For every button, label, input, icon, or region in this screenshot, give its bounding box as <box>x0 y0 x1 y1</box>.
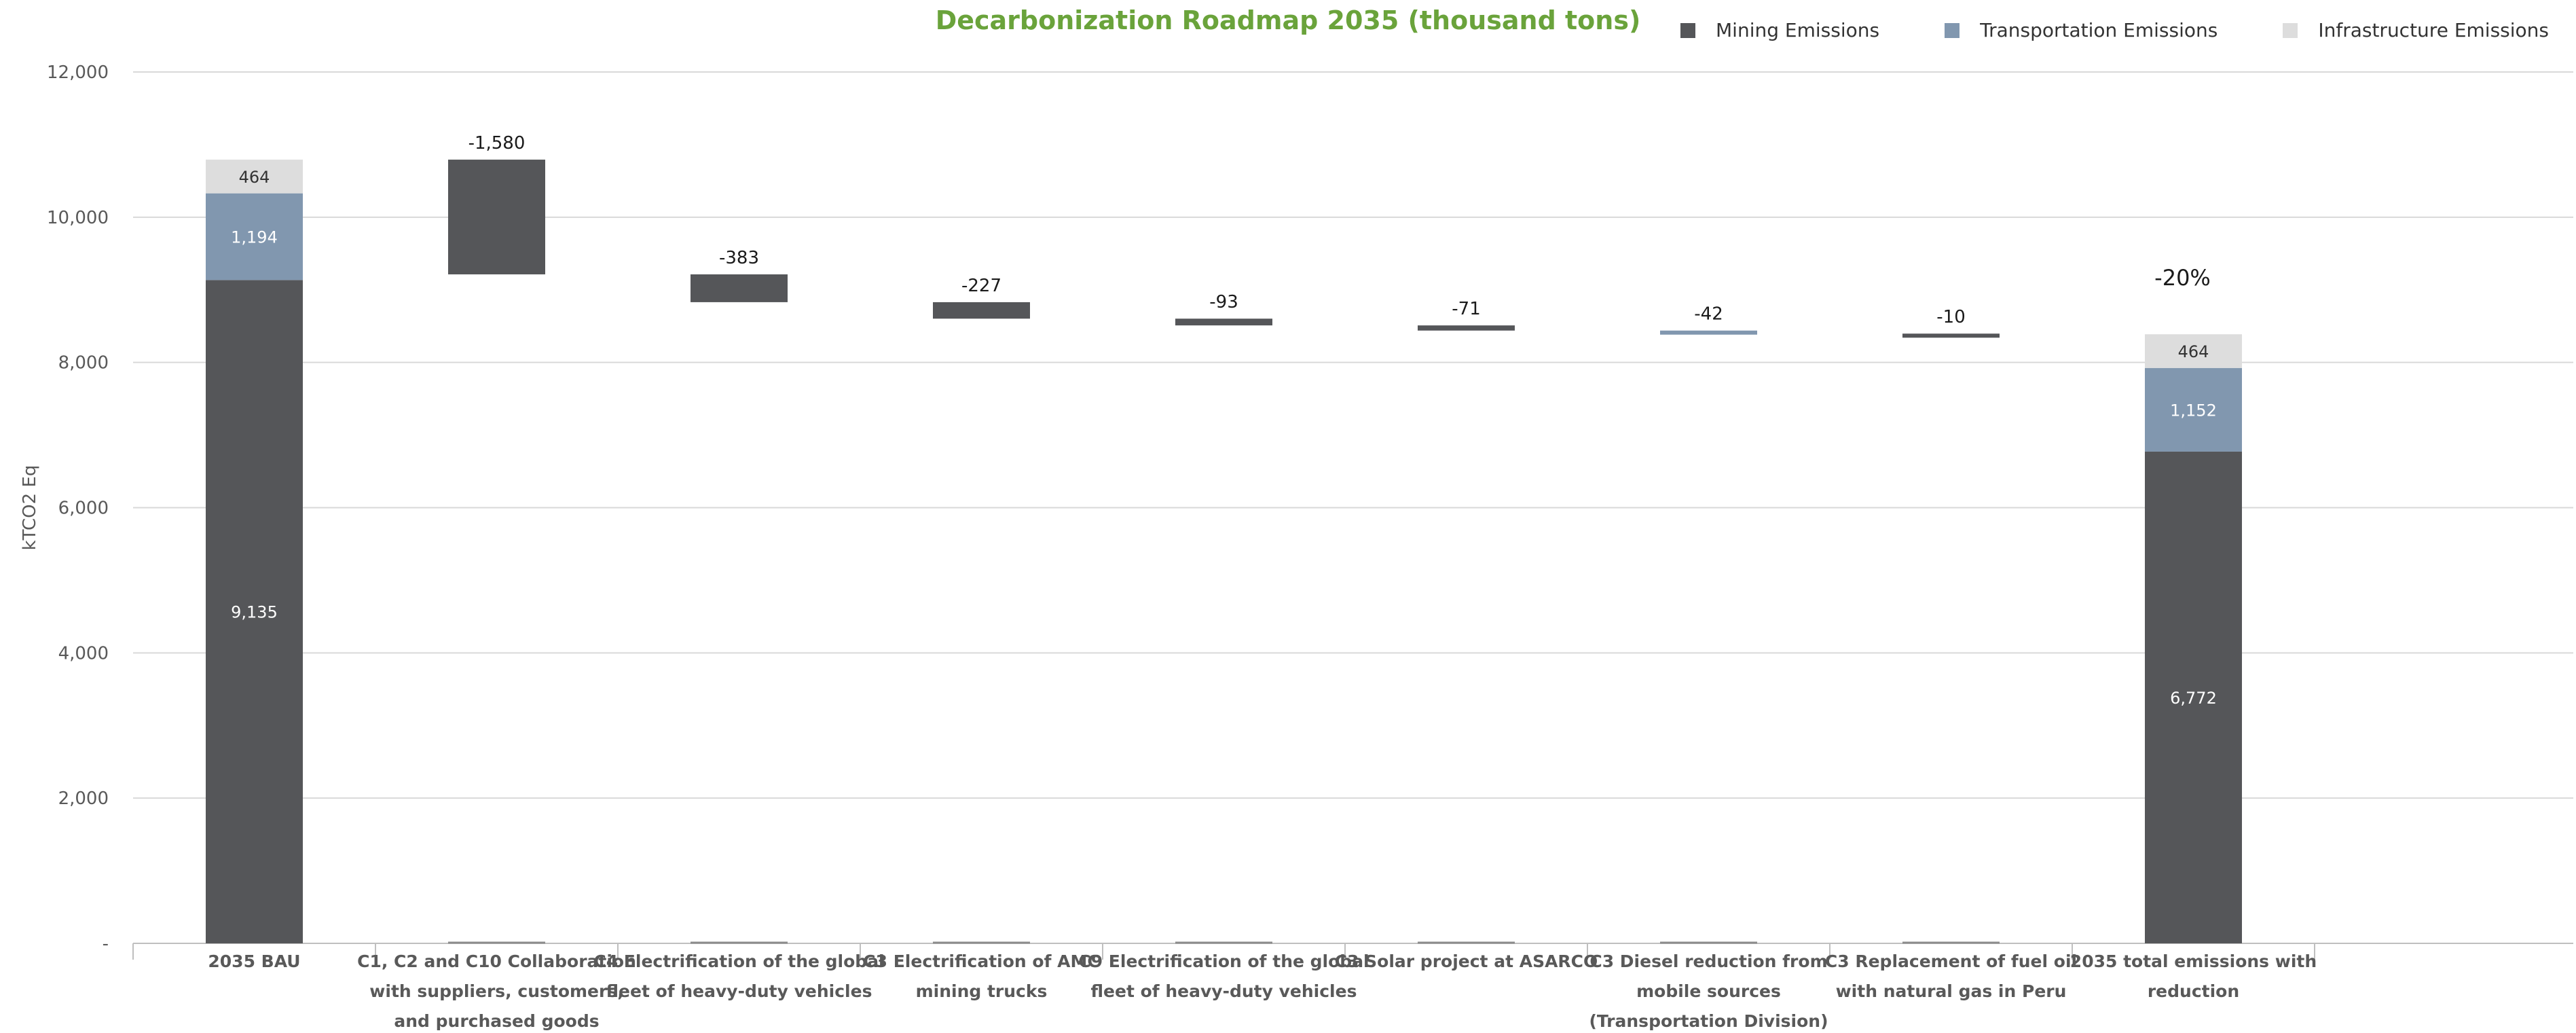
bar-infrastructure <box>206 160 303 194</box>
y-tick-label: 8,000 <box>58 353 109 374</box>
x-tick-label: 2035 total emissions with <box>2070 952 2317 971</box>
data-label-reduction: -71 <box>1452 299 1480 319</box>
data-label-transportation: 1,194 <box>231 228 278 247</box>
legend-swatch-infrastructure <box>2283 22 2298 38</box>
data-label-infrastructure: 464 <box>2178 342 2209 361</box>
data-label-mining: 6,772 <box>2170 689 2217 708</box>
y-tick-label: 4,000 <box>58 643 109 664</box>
x-tick-label: mobile sources <box>1636 981 1781 1001</box>
data-label-reduction: -42 <box>1694 304 1723 325</box>
reduction-percent-annotation: -20% <box>2154 265 2211 291</box>
data-label-reduction: -10 <box>1936 307 1965 327</box>
bar-reduction <box>933 302 1030 319</box>
y-tick-label: - <box>103 934 109 954</box>
x-tick-label: C3 Solar project at ASARCO <box>1335 952 1598 971</box>
chart-title: Decarbonization Roadmap 2035 (thousand t… <box>935 5 1641 35</box>
bar-reduction <box>1660 330 1757 335</box>
bar-reduction <box>1902 333 2000 338</box>
bar-reduction <box>691 274 788 302</box>
data-label-reduction: -1,580 <box>468 133 526 153</box>
bar-transportation <box>206 193 303 280</box>
x-tick-label: with suppliers, customers, <box>369 981 623 1001</box>
data-label-transportation: 1,152 <box>2170 401 2217 420</box>
legend-swatch-transportation <box>1945 22 1960 38</box>
x-tick-label: 2035 BAU <box>208 952 300 971</box>
legend-label-transportation: Transportation Emissions <box>1980 19 2218 41</box>
x-tick-label: fleet of heavy-duty vehicles <box>606 981 872 1001</box>
bar-reduction <box>1175 319 1272 326</box>
x-tick-label: C1, C2 and C10 Collaboration <box>357 952 636 971</box>
bar-reduction <box>1418 325 1515 331</box>
y-tick-label: 12,000 <box>47 62 109 83</box>
data-label-infrastructure: 464 <box>239 168 270 187</box>
bar-reduction <box>448 160 545 274</box>
bar-mining <box>2145 451 2242 943</box>
y-axis-label: kTCO2 Eq <box>20 465 40 551</box>
legend-item-transportation: Transportation Emissions <box>1945 19 2218 41</box>
x-tick-label: with natural gas in Peru <box>1836 981 2067 1001</box>
x-tick-label: (Transportation Division) <box>1589 1011 1828 1030</box>
legend-swatch-mining <box>1680 22 1696 38</box>
legend-item-infrastructure: Infrastructure Emissions <box>2283 19 2549 41</box>
data-label-reduction: -93 <box>1209 292 1238 312</box>
bar-transportation <box>2145 367 2242 452</box>
y-tick-label: 6,000 <box>58 499 109 519</box>
x-tick-label: fleet of heavy-duty vehicles <box>1091 981 1357 1001</box>
x-tick-label: C3 Electrification of AMC <box>863 952 1099 971</box>
data-label-reduction: -383 <box>719 248 759 268</box>
y-tick-label: 2,000 <box>58 789 109 809</box>
x-tick-label: C4 Electrification of the global <box>593 952 884 971</box>
x-tick-label: C3 Diesel reduction from <box>1589 952 1827 971</box>
data-label-reduction: -227 <box>961 276 1001 296</box>
x-tick-label: and purchased goods <box>394 1011 599 1030</box>
x-tick-label: reduction <box>2148 981 2239 1001</box>
bar-infrastructure <box>2145 334 2242 368</box>
x-tick-label: C3 Replacement of fuel oil <box>1825 952 2077 971</box>
legend: Mining Emissions Transportation Emission… <box>1680 19 2549 41</box>
y-tick-label: 10,000 <box>47 208 109 228</box>
legend-label-mining: Mining Emissions <box>1716 19 1880 41</box>
bar-mining <box>206 280 303 943</box>
legend-item-mining: Mining Emissions <box>1680 19 1879 41</box>
data-label-mining: 9,135 <box>231 603 278 622</box>
x-tick-label: mining trucks <box>916 981 1048 1001</box>
x-tick-label: C9 Electrification of the global <box>1078 952 1369 971</box>
legend-label-infrastructure: Infrastructure Emissions <box>2318 19 2549 41</box>
